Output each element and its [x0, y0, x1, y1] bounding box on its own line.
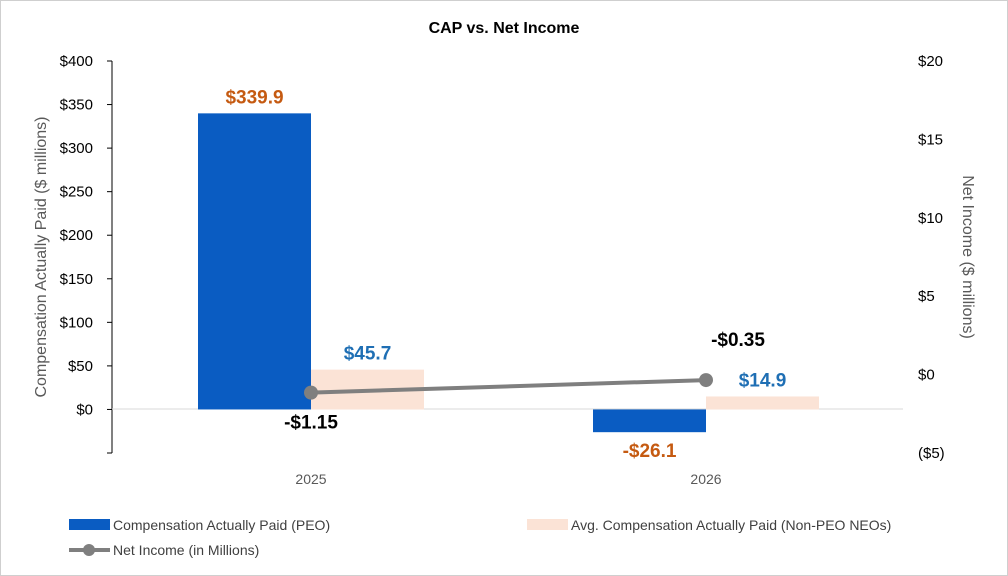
category-label: 2025	[295, 471, 326, 487]
bar-peo-2026	[593, 409, 706, 433]
left-tick-label: $400	[60, 53, 93, 70]
left-axis-title: Compensation Actually Paid ($ millions)	[33, 116, 50, 397]
right-tick-label: $10	[918, 210, 943, 227]
net-income-value-label: -$1.15	[284, 413, 338, 434]
legend-swatch-net-income-marker	[83, 544, 95, 556]
net-income-point-2025	[304, 385, 318, 400]
legend: Compensation Actually Paid (PEO) Avg. Co…	[69, 517, 891, 558]
right-tick-label: $5	[918, 288, 935, 305]
bar-peo-value-label: -$26.1	[623, 441, 677, 462]
category-label: 2026	[690, 471, 721, 487]
left-axis-ticks: $400 $350 $300 $250 $200 $150 $100 $50 $0	[60, 53, 112, 454]
category-labels: 2025 2026	[295, 471, 721, 487]
net-income-line	[310, 378, 707, 395]
legend-swatch-peo	[69, 519, 110, 530]
right-tick-label: ($5)	[918, 445, 945, 462]
bar-peo-value-label: $339.9	[225, 87, 283, 108]
right-tick-label: $15	[918, 131, 943, 148]
bar-non-peo-value-label: $14.9	[739, 370, 787, 391]
left-tick-label: $200	[60, 227, 93, 244]
legend-label-peo: Compensation Actually Paid (PEO)	[113, 517, 330, 533]
left-tick-label: $250	[60, 184, 93, 201]
left-tick-label: $350	[60, 97, 93, 114]
left-tick-label: $100	[60, 314, 93, 331]
bar-non-peo-2026	[706, 396, 819, 410]
right-axis-title: Net Income ($ millions)	[959, 175, 976, 339]
bar-peo-2025	[198, 113, 311, 410]
left-tick-label: $150	[60, 271, 93, 288]
left-tick-label: $0	[76, 401, 93, 418]
net-income-line-group	[304, 373, 713, 400]
net-income-point-2026	[699, 373, 713, 388]
left-tick-label: $50	[68, 358, 93, 375]
right-tick-label: $20	[918, 53, 943, 70]
legend-swatch-non-peo	[527, 519, 568, 530]
right-tick-label: $0	[918, 367, 935, 384]
legend-label-non-peo: Avg. Compensation Actually Paid (Non-PEO…	[571, 517, 891, 533]
net-income-value-label: -$0.35	[711, 330, 765, 351]
bar-non-peo-value-label: $45.7	[344, 344, 392, 365]
data-labels-group: $339.9 -$26.1 $45.7 $14.9 -$1.15 -$0.35	[225, 87, 786, 462]
chart-title: CAP vs. Net Income	[429, 20, 580, 37]
legend-label-net-income: Net Income (in Millions)	[113, 542, 259, 558]
left-tick-label: $300	[60, 140, 93, 157]
bars-group	[198, 113, 819, 433]
right-axis-ticks: $20 $15 $10 $5 $0 ($5)	[918, 53, 945, 462]
